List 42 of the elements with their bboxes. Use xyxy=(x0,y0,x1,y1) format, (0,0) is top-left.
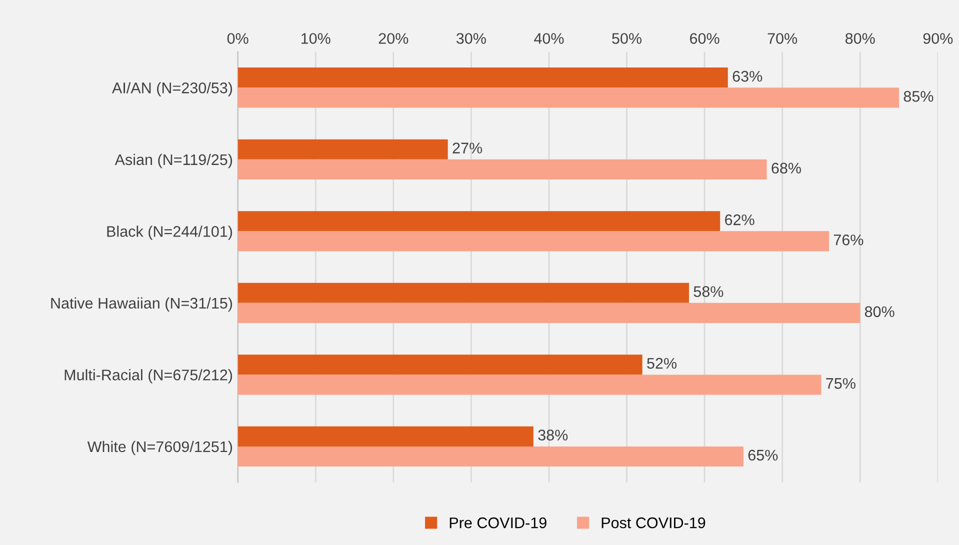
x-tick-label: 70% xyxy=(768,33,798,44)
legend-label: Post COVID-19 xyxy=(602,517,706,528)
x-tick-label: 0% xyxy=(227,33,248,44)
y-tick-label: White (N=7609/1251) xyxy=(87,440,232,456)
x-tick-label: 10% xyxy=(301,33,330,44)
legend-label: Pre COVID-19 xyxy=(450,517,546,528)
bar xyxy=(238,426,534,446)
data-label: 76% xyxy=(834,234,864,246)
data-label: 52% xyxy=(647,358,677,369)
y-tick-label: Multi-Racial (N=675/212) xyxy=(64,369,232,384)
data-label: 27% xyxy=(452,142,482,154)
bar xyxy=(238,446,744,467)
x-tick-label: 40% xyxy=(534,33,564,44)
x-tick-label: 50% xyxy=(612,33,642,44)
bar xyxy=(238,374,822,395)
data-label: 85% xyxy=(904,90,934,102)
bar xyxy=(238,68,728,88)
x-tick-label: 80% xyxy=(845,33,875,44)
bar xyxy=(238,282,689,303)
bar xyxy=(238,302,860,324)
data-label: 63% xyxy=(732,70,762,82)
x-tick-label: 20% xyxy=(378,33,408,44)
data-label: 75% xyxy=(826,378,856,389)
data-label: 58% xyxy=(694,286,724,297)
y-tick-label: Native Hawaiian (N=31/15) xyxy=(51,297,232,312)
bar xyxy=(238,354,642,375)
bar xyxy=(238,139,448,160)
y-tick-label: Black (N=244/101) xyxy=(107,226,232,240)
bar xyxy=(238,88,900,108)
data-label: 65% xyxy=(748,450,778,461)
data-label: 80% xyxy=(864,306,894,318)
bar xyxy=(238,211,720,232)
data-label: 62% xyxy=(725,214,754,226)
bar xyxy=(238,159,767,180)
y-tick-label: Asian (N=119/25) xyxy=(114,154,232,168)
y-tick-label: AI/AN (N=230/53) xyxy=(112,82,232,96)
data-label: 38% xyxy=(538,430,568,440)
x-tick-label: 90% xyxy=(923,33,953,44)
x-tick-label: 60% xyxy=(690,33,720,44)
bar xyxy=(238,231,829,252)
data-label: 68% xyxy=(772,162,801,174)
x-tick-label: 30% xyxy=(456,33,486,44)
